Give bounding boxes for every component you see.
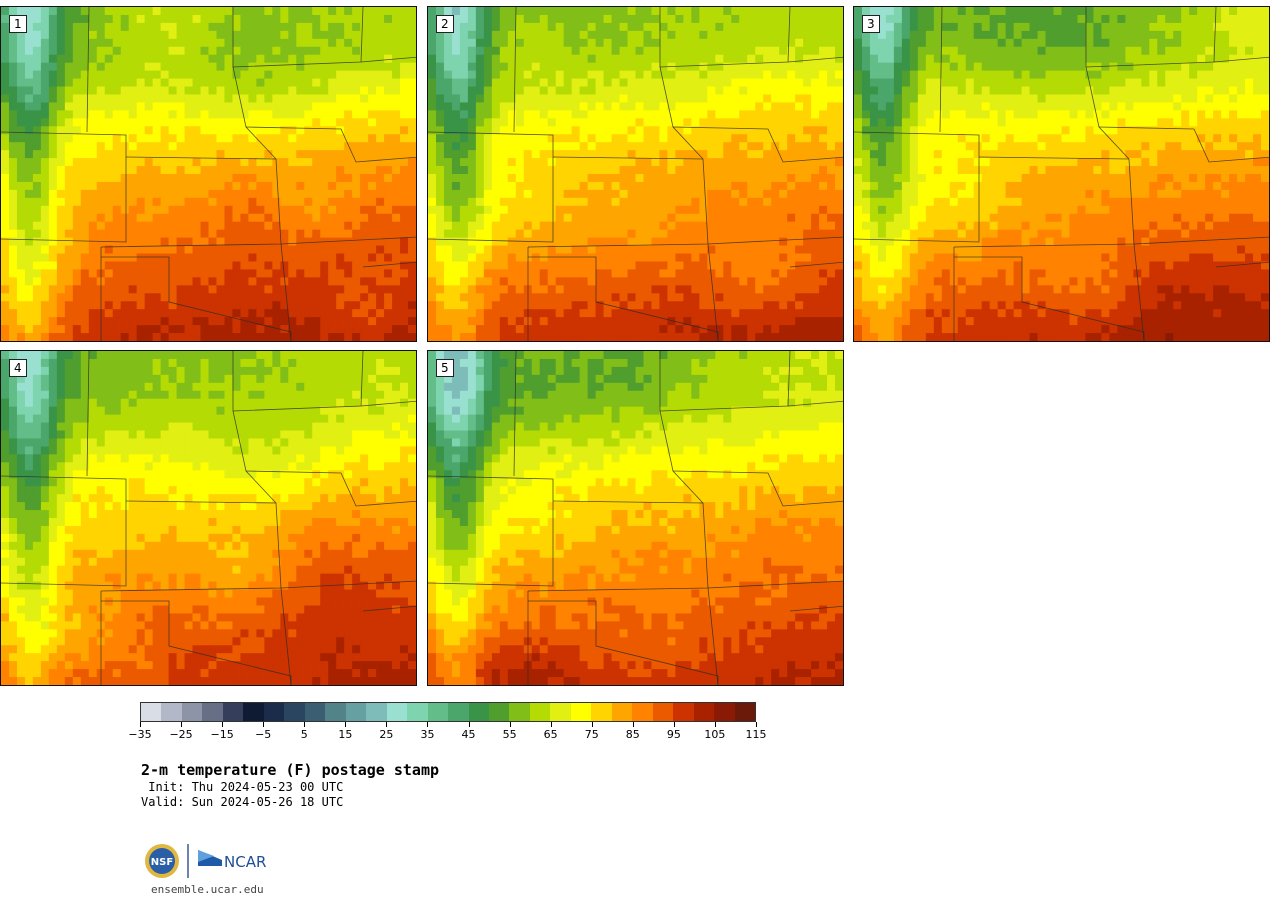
colorbar-segment (325, 703, 346, 721)
colorbar-segment (652, 703, 674, 721)
colorbar-tick-label: 15 (338, 728, 353, 741)
ncar-logo-icon: NCAR (198, 850, 266, 871)
temperature-field (428, 7, 843, 341)
member-number-label: 3 (862, 15, 880, 33)
colorbar-tick (509, 722, 511, 727)
colorbar-segment (427, 703, 449, 721)
colorbar-tick (222, 722, 224, 727)
ensemble-member-map-4: 4 (0, 350, 417, 686)
ensemble-member-map-3: 3 (853, 6, 1270, 342)
colorbar-tick (345, 722, 347, 727)
member-number-label: 1 (9, 15, 27, 33)
colorbar-tick (591, 722, 593, 727)
colorbar-tick (550, 722, 552, 727)
colorbar-segment (304, 703, 326, 721)
colorbar-tick-label: −35 (128, 728, 152, 741)
colorbar-segment (714, 703, 735, 721)
colorbar-segment (448, 703, 469, 721)
colorbar-segment (202, 703, 223, 721)
colorbar-segment (141, 703, 162, 721)
colorbar-tick-label: 65 (543, 728, 558, 741)
colorbar-segment (591, 703, 612, 721)
colorbar-segment (488, 703, 510, 721)
colorbar-tick (632, 722, 634, 727)
colorbar-segment (284, 703, 305, 721)
colorbar-segment (570, 703, 592, 721)
colorbar-segment (693, 703, 715, 721)
nsf-logo-icon: NSF (145, 844, 179, 878)
colorbar-segment (509, 703, 530, 721)
sponsor-logos: NSF NCAR (144, 842, 284, 880)
colorbar-tick-label: −5 (255, 728, 272, 741)
colorbar-segment (550, 703, 571, 721)
colorbar-segment (181, 703, 203, 721)
temperature-colorbar (140, 702, 756, 722)
colorbar-tick-label: 95 (666, 728, 681, 741)
colorbar-tick-label: 5 (300, 728, 308, 741)
colorbar-segment (222, 703, 244, 721)
colorbar-tick-label: 45 (461, 728, 476, 741)
colorbar-tick (263, 722, 265, 727)
colorbar-segment (263, 703, 285, 721)
colorbar-tick (181, 722, 183, 727)
colorbar-tick-label: −25 (169, 728, 193, 741)
colorbar-tick-label: 55 (502, 728, 517, 741)
colorbar-tick-label: 85 (625, 728, 640, 741)
colorbar-tick (386, 722, 388, 727)
colorbar-segment (161, 703, 182, 721)
colorbar-tick (756, 722, 757, 727)
colorbar-tick-label: 35 (420, 728, 435, 741)
colorbar-tick (468, 722, 470, 727)
plot-title: 2-m temperature (F) postage stamp (141, 761, 440, 779)
colorbar-segment (611, 703, 633, 721)
colorbar-tick-label: 105 (704, 728, 726, 741)
valid-time: Valid: Sun 2024-05-26 18 UTC (141, 795, 344, 809)
member-number-label: 5 (436, 359, 454, 377)
colorbar-tick-label: 115 (745, 728, 767, 741)
temperature-field (1, 7, 416, 341)
colorbar-segment (673, 703, 694, 721)
colorbar-tick-label: −15 (210, 728, 234, 741)
ensemble-member-map-5: 5 (427, 350, 844, 686)
website-url: ensemble.ucar.edu (151, 883, 264, 896)
member-number-label: 2 (436, 15, 454, 33)
colorbar-tick (427, 722, 429, 727)
colorbar-segment (386, 703, 408, 721)
colorbar-tick-label: 25 (379, 728, 394, 741)
colorbar-segment (243, 703, 264, 721)
ensemble-member-map-1: 1 (0, 6, 417, 342)
colorbar-tick-labels: −35 −25 −15 −5 5 15 25 35 45 55 65 75 85 95 105 115 (128, 722, 767, 742)
colorbar-segment (734, 703, 756, 721)
ensemble-member-map-2: 2 (427, 6, 844, 342)
colorbar-tick (714, 722, 716, 727)
colorbar-segment (529, 703, 551, 721)
colorbar-segment (345, 703, 367, 721)
temperature-field (428, 351, 843, 685)
temperature-field (1, 351, 416, 685)
colorbar-segment (407, 703, 428, 721)
init-time: Init: Thu 2024-05-23 00 UTC (141, 780, 344, 794)
member-number-label: 4 (9, 359, 27, 377)
colorbar-segment (366, 703, 387, 721)
colorbar-tick (304, 722, 306, 727)
colorbar-segment (468, 703, 489, 721)
colorbar-tick (673, 722, 675, 727)
colorbar-tick-label: 75 (584, 728, 599, 741)
temperature-field (854, 7, 1269, 341)
colorbar-segment (632, 703, 653, 721)
colorbar-tick (140, 722, 141, 727)
nsf-ncar-logo: NSF NCAR (145, 844, 266, 878)
